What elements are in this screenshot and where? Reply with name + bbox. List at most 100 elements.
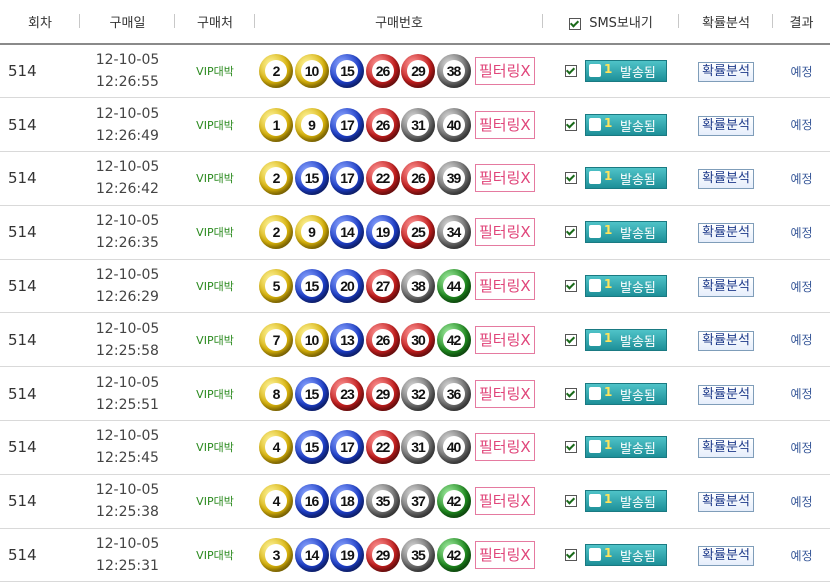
sms-checkbox[interactable]	[565, 226, 577, 239]
lotto-ball: 15	[294, 430, 329, 465]
sms-sent-badge[interactable]: 1 발송됨	[585, 436, 667, 459]
numbers-cell: 7 10 13 26 30 42 필터링X	[255, 312, 543, 368]
sms-checkbox[interactable]	[565, 387, 577, 400]
analysis-cell: 확률분석	[679, 97, 773, 153]
lotto-ball: 38	[401, 269, 435, 304]
filter-button[interactable]: 필터링X	[475, 164, 535, 193]
round-cell: 514	[0, 474, 80, 529]
lotto-ball: 32	[401, 376, 435, 411]
filter-button[interactable]: 필터링X	[475, 433, 535, 462]
probability-analysis-button[interactable]: 확률분석	[698, 546, 754, 567]
result-cell: 예정	[773, 366, 830, 422]
numbers-cell: 1 9 17 26 31 40 필터링X	[255, 97, 543, 153]
lotto-ball: 40	[436, 107, 471, 142]
probability-analysis-button[interactable]: 확률분석	[698, 115, 754, 136]
probability-analysis-button[interactable]: 확률분석	[698, 438, 754, 459]
shop-cell: VIP대박	[175, 420, 255, 475]
round-cell: 514	[0, 44, 80, 99]
header-result: 결과	[773, 0, 830, 45]
filter-x-icon: X	[520, 438, 531, 457]
result-cell: 예정	[773, 259, 830, 314]
lotto-ball: 26	[365, 322, 400, 357]
analysis-cell: 확률분석	[679, 205, 773, 260]
sms-sent-badge[interactable]: 1 발송됨	[585, 544, 667, 567]
lotto-ball: 27	[365, 269, 400, 304]
probability-analysis-button[interactable]: 확률분석	[698, 492, 754, 513]
filter-button[interactable]: 필터링X	[475, 110, 535, 139]
sms-sent-badge[interactable]: 1 발송됨	[585, 60, 667, 83]
lotto-ball: 22	[365, 430, 400, 465]
sms-checkbox[interactable]	[565, 549, 577, 562]
probability-analysis-button[interactable]: 확률분석	[698, 277, 754, 298]
sms-sent-badge[interactable]: 1 발송됨	[585, 167, 667, 190]
sms-checkbox[interactable]	[565, 441, 577, 454]
table-header: 회차 구매일 구매처 구매번호 SMS보내기 확률분석 결과	[0, 0, 830, 45]
header-date: 구매일	[80, 0, 175, 45]
probability-analysis-button[interactable]: 확률분석	[698, 169, 754, 190]
purchase-date: 12-10-05	[95, 52, 160, 69]
sms-checkbox[interactable]	[565, 118, 577, 131]
filter-x-icon: X	[520, 546, 531, 565]
shop-cell: VIP대박	[175, 151, 255, 206]
lotto-ball: 20	[330, 269, 364, 304]
lotto-ball: 44	[436, 269, 471, 304]
filter-button[interactable]: 필터링X	[475, 218, 535, 247]
filter-button[interactable]: 필터링X	[475, 272, 535, 301]
probability-analysis-button[interactable]: 확률분석	[698, 384, 754, 405]
purchase-date: 12-10-05	[95, 159, 160, 176]
sms-checkbox[interactable]	[565, 495, 577, 508]
sms-sent-badge[interactable]: 1 발송됨	[585, 490, 667, 513]
filter-button[interactable]: 필터링X	[475, 325, 535, 354]
numbers-cell: 5 15 20 27 38 44 필터링X	[255, 259, 543, 314]
filter-button[interactable]: 필터링X	[475, 379, 535, 408]
lotto-ball: 14	[330, 215, 364, 250]
result-cell: 예정	[773, 44, 830, 99]
filter-button[interactable]: 필터링X	[475, 487, 535, 516]
round-cell: 514	[0, 528, 80, 583]
shop-cell: VIP대박	[175, 44, 255, 99]
analysis-cell: 확률분석	[679, 474, 773, 529]
probability-analysis-button[interactable]: 확률분석	[698, 62, 754, 83]
lotto-ball: 14	[294, 538, 329, 573]
probability-analysis-button[interactable]: 확률분석	[698, 223, 754, 244]
sms-checkbox[interactable]	[565, 280, 577, 293]
table-row: 514 12-10-05 12:26:42 VIP대박 2 15 17 22 26 39 필터…	[0, 151, 830, 206]
select-all-checkbox[interactable]	[569, 17, 582, 30]
sms-checkbox[interactable]	[565, 172, 577, 185]
lotto-ball: 15	[330, 54, 364, 89]
table-row: 514 12-10-05 12:25:51 VIP대박 8 15 23 29 32 36 필터…	[0, 366, 830, 422]
sms-sent-badge[interactable]: 1 발송됨	[585, 328, 667, 351]
result-cell: 예정	[773, 312, 830, 368]
analysis-cell: 확률분석	[679, 312, 773, 368]
numbers-cell: 4 15 17 22 31 40 필터링X	[255, 420, 543, 475]
result-cell: 예정	[773, 474, 830, 529]
filter-x-icon: X	[520, 384, 531, 403]
sms-sent-badge[interactable]: 1 발송됨	[585, 113, 667, 136]
lotto-ball: 25	[401, 215, 435, 250]
lotto-ball: 39	[436, 161, 471, 196]
filter-button[interactable]: 필터링X	[475, 541, 535, 570]
purchase-date-cell: 12-10-05 12:26:55	[80, 44, 175, 99]
sms-sent-badge[interactable]: 1 발송됨	[585, 382, 667, 405]
sms-sent-badge[interactable]: 1 발송됨	[585, 275, 667, 298]
lotto-ball: 13	[330, 322, 364, 357]
lotto-ball: 2	[259, 161, 293, 196]
purchase-date-cell: 12-10-05 12:25:38	[80, 474, 175, 529]
purchase-date-cell: 12-10-05 12:26:49	[80, 97, 175, 153]
shop-cell: VIP대박	[175, 528, 255, 583]
lotto-ball: 37	[401, 484, 435, 519]
phone-icon	[589, 440, 601, 454]
probability-analysis-button[interactable]: 확률분석	[698, 330, 754, 351]
filter-button[interactable]: 필터링X	[475, 57, 535, 86]
sms-checkbox[interactable]	[565, 65, 577, 78]
purchase-date: 12-10-05	[95, 320, 160, 337]
lotto-ball: 30	[401, 322, 435, 357]
sms-checkbox[interactable]	[565, 333, 577, 346]
purchase-date: 12-10-05	[95, 482, 160, 499]
sms-sent-badge[interactable]: 1 발송됨	[585, 221, 667, 244]
purchase-time: 12:25:31	[96, 558, 159, 575]
numbers-cell: 3 14 19 29 35 42 필터링X	[255, 528, 543, 583]
shop-cell: VIP대박	[175, 205, 255, 260]
result-cell: 예정	[773, 528, 830, 583]
